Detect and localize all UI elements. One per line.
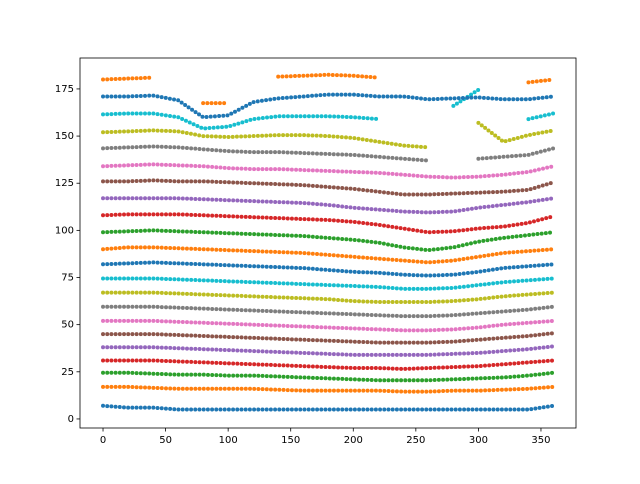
x-tick-label: 0 [100, 435, 106, 446]
series-line [101, 228, 556, 253]
series-line [101, 290, 556, 305]
series-line [101, 144, 556, 163]
series-line [101, 162, 556, 180]
series-line [101, 276, 556, 291]
x-tick-label: 300 [469, 435, 488, 446]
x-tick-label: 50 [159, 435, 172, 446]
series-line [101, 212, 556, 235]
x-tick-label: 250 [406, 435, 425, 446]
series-line [101, 120, 556, 150]
y-tick-label: 100 [55, 225, 74, 236]
series-line [101, 260, 556, 278]
y-tick-label: 125 [55, 178, 74, 189]
y-tick-label: 50 [61, 320, 74, 331]
series-line [101, 178, 556, 197]
series-line [101, 358, 556, 371]
series-line [101, 344, 556, 357]
series-line [101, 245, 556, 265]
series-line [101, 370, 556, 383]
series-line [101, 72, 556, 106]
series-line [101, 304, 556, 319]
plot-frame [79, 57, 577, 429]
x-tick-label: 200 [344, 435, 363, 446]
series-line [101, 331, 556, 345]
y-tick-label: 175 [55, 84, 74, 95]
y-tick-label: 0 [68, 414, 74, 425]
y-tick-label: 75 [61, 273, 74, 284]
series-line [101, 92, 556, 120]
series-line [101, 196, 556, 215]
series-line [101, 403, 556, 412]
series-line [101, 384, 556, 394]
x-tick-label: 150 [281, 435, 300, 446]
x-tick-label: 100 [219, 435, 238, 446]
series-line [101, 318, 556, 333]
x-tick-label: 350 [531, 435, 550, 446]
y-tick-label: 25 [61, 367, 74, 378]
y-tick-label: 150 [55, 131, 74, 142]
